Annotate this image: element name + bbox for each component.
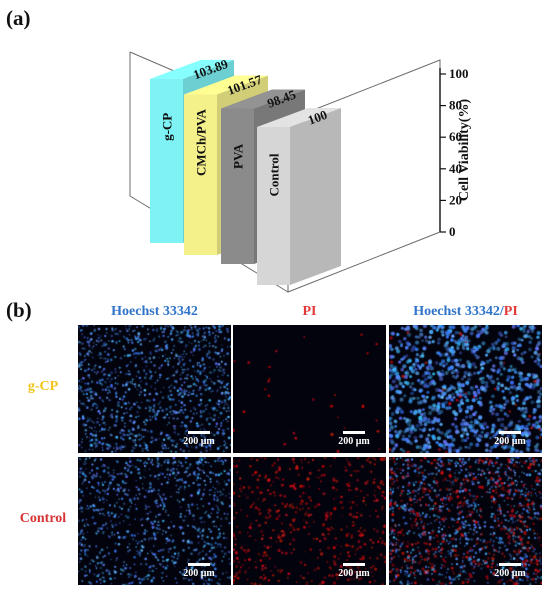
y-tick-label-0: 0 [449, 224, 456, 239]
y-tick-label-2: 40 [449, 161, 462, 176]
bar-category-label-3: Control [267, 153, 282, 196]
scale-bar-line [343, 431, 365, 434]
scale-bar: 200 μm [179, 563, 219, 579]
micrograph-r0-c1: 200 μm [233, 325, 386, 453]
micrograph-r1-c1: 200 μm [233, 457, 386, 585]
scale-bar: 200 μm [179, 431, 219, 447]
y-tick-label-1: 20 [449, 192, 462, 207]
scale-bar: 200 μm [334, 431, 374, 447]
bar-front-1 [184, 94, 217, 255]
micrograph-r1-c2: 200 μm [389, 457, 542, 585]
scale-bar-line [499, 563, 521, 566]
scale-bar-label: 200 μm [183, 568, 215, 579]
scale-bar-line [188, 431, 210, 434]
bar-top-3 [257, 108, 341, 127]
bar-front-0 [150, 78, 183, 244]
scale-bar-label: 200 μm [494, 436, 526, 447]
scale-bar-line [499, 431, 521, 434]
y-axis-label: Cell Viability(%) [457, 99, 472, 202]
bar-side-3 [290, 108, 341, 285]
column-header-part: Hoechst 33342 [413, 304, 500, 319]
bar-top-2 [221, 89, 305, 109]
y-tick-label-3: 60 [449, 129, 462, 144]
scale-bar-line [188, 563, 210, 566]
bar-category-label-1: CMCh/PVA [194, 108, 209, 176]
panel-b-label: (b) [6, 298, 32, 322]
row-label-1: Control [19, 511, 67, 526]
bar-category-label-2: PVA [231, 143, 246, 169]
scale-bar-line [343, 563, 365, 566]
bar-top-0 [150, 59, 234, 79]
scale-bar: 200 μm [490, 431, 530, 447]
y-tick-label-4: 80 [449, 98, 462, 113]
y-tick-label-5: 100 [449, 66, 469, 81]
column-header-0: Hoechst 33342 [78, 304, 231, 320]
scale-bar: 200 μm [490, 563, 530, 579]
bar-top-1 [184, 75, 268, 95]
scale-bar-label: 200 μm [494, 568, 526, 579]
scale-bar-label: 200 μm [183, 436, 215, 447]
column-header-part: PI [503, 304, 518, 319]
column-header-2: Hoechst 33342/PI [389, 304, 542, 320]
bar-value-label-3: 100 [306, 107, 329, 128]
scale-bar-label: 200 μm [338, 436, 370, 447]
column-header-part: Hoechst 33342 [111, 304, 198, 319]
bar-front-3 [257, 127, 290, 285]
column-header-1: PI [233, 304, 386, 320]
column-header-part: / [499, 304, 504, 319]
micrograph-r0-c0: 200 μm [78, 325, 231, 453]
scale-bar: 200 μm [334, 563, 374, 579]
bar-category-label-0: g-CP [160, 113, 175, 141]
panel-a-label: (a) [6, 6, 31, 30]
micrograph-r1-c0: 200 μm [78, 457, 231, 585]
scale-bar-label: 200 μm [338, 568, 370, 579]
row-label-0: g-CP [27, 379, 59, 394]
micrograph-r0-c2: 200 μm [389, 325, 542, 453]
bar-front-2 [221, 108, 254, 264]
column-header-part: PI [302, 304, 317, 319]
